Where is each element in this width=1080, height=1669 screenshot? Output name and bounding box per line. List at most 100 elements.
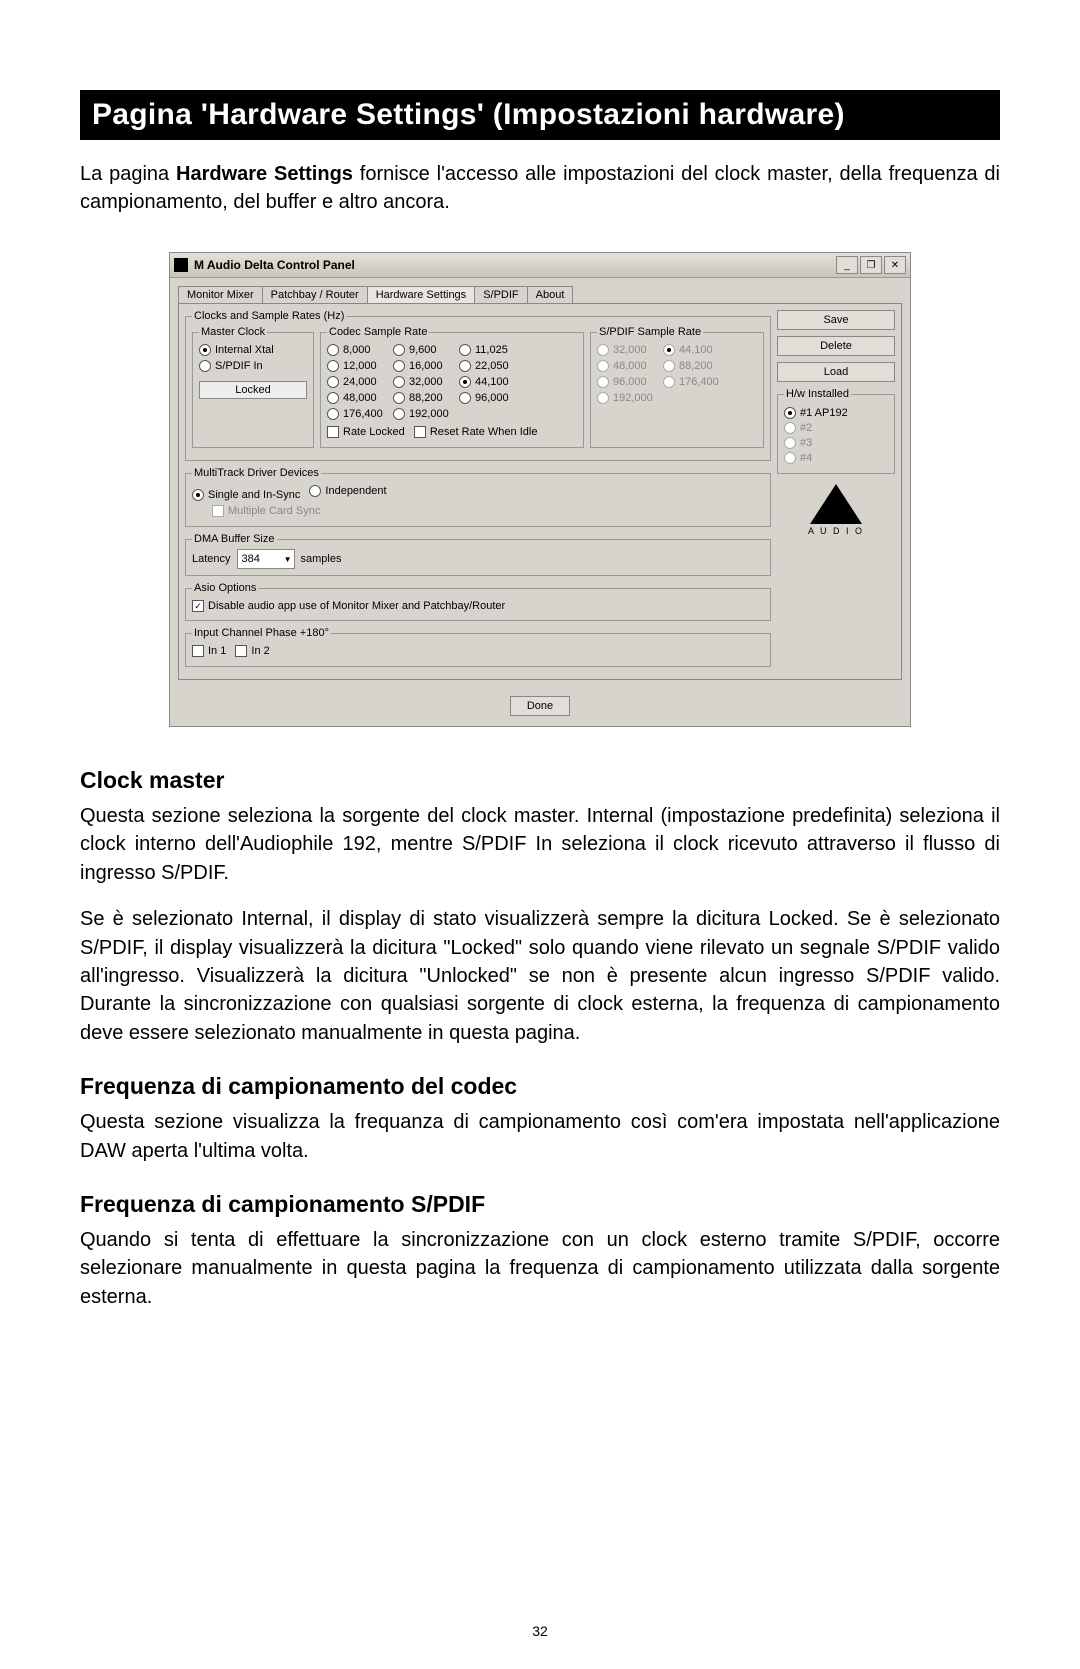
- control-panel-window: M Audio Delta Control Panel _ ❐ ✕ Monito…: [169, 252, 911, 727]
- asio-legend: Asio Options: [192, 582, 258, 594]
- input-phase-group: Input Channel Phase +180° In 1 In 2: [185, 627, 771, 667]
- close-button[interactable]: ✕: [884, 256, 906, 274]
- spdif-rate-label: 32,000: [613, 344, 647, 356]
- codec-freq-heading: Frequenza di campionamento del codec: [80, 1073, 1000, 1100]
- spdif-rate-label: 192,000: [613, 392, 653, 404]
- hw-slot[interactable]: #1 AP192: [784, 407, 888, 419]
- spdif-freq-heading: Frequenza di campionamento S/PDIF: [80, 1191, 1000, 1218]
- codec-rate-176400[interactable]: 176,400: [327, 408, 387, 420]
- minimize-button[interactable]: _: [836, 256, 858, 274]
- master-clock-spdif-label: S/PDIF In: [215, 360, 263, 372]
- codec-sample-rate-legend: Codec Sample Rate: [327, 326, 429, 338]
- codec-rate-label: 8,000: [343, 344, 371, 356]
- intro-pre: La pagina: [80, 163, 176, 185]
- reset-idle-label: Reset Rate When Idle: [430, 426, 538, 438]
- intro-bold: Hardware Settings: [176, 163, 353, 185]
- codec-rate-label: 22,050: [475, 360, 509, 372]
- codec-rate-label: 176,400: [343, 408, 383, 420]
- codec-rate-label: 9,600: [409, 344, 437, 356]
- latency-value: 384: [242, 553, 260, 565]
- save-button[interactable]: Save: [777, 310, 895, 330]
- codec-rate-8000[interactable]: 8,000: [327, 344, 387, 356]
- master-clock-spdif[interactable]: S/PDIF In: [199, 360, 263, 372]
- multitrack-single[interactable]: Single and In-Sync: [192, 489, 300, 501]
- spdif-rate-44100: 44,100: [663, 344, 723, 356]
- clocks-sample-rates-group: Clocks and Sample Rates (Hz) Master Cloc…: [185, 310, 771, 461]
- master-clock-legend: Master Clock: [199, 326, 267, 338]
- codec-rate-label: 12,000: [343, 360, 377, 372]
- codec-freq-p1: Questa sezione visualizza la frequanza d…: [80, 1108, 1000, 1165]
- asio-group: Asio Options Disable audio app use of Mo…: [185, 582, 771, 621]
- hw-slot: #2: [784, 422, 888, 434]
- tab-monitor-mixer[interactable]: Monitor Mixer: [178, 286, 263, 303]
- app-icon: [174, 258, 188, 272]
- tab-hardware-settings[interactable]: Hardware Settings: [367, 286, 476, 303]
- codec-rate-label: 24,000: [343, 376, 377, 388]
- codec-rate-9600[interactable]: 9,600: [393, 344, 453, 356]
- tab-spdif[interactable]: S/PDIF: [474, 286, 527, 303]
- restore-button[interactable]: ❐: [860, 256, 882, 274]
- load-button[interactable]: Load: [777, 362, 895, 382]
- codec-rate-label: 96,000: [475, 392, 509, 404]
- codec-rate-48000[interactable]: 48,000: [327, 392, 387, 404]
- brand-logo: A U D I O: [777, 484, 895, 536]
- tab-about[interactable]: About: [527, 286, 574, 303]
- codec-rate-32000[interactable]: 32,000: [393, 376, 453, 388]
- dma-legend: DMA Buffer Size: [192, 533, 277, 545]
- dma-group: DMA Buffer Size Latency 384 ▼ samples: [185, 533, 771, 576]
- multitrack-independent[interactable]: Independent: [309, 485, 386, 497]
- window-title: M Audio Delta Control Panel: [194, 258, 355, 272]
- asio-disable-label: Disable audio app use of Monitor Mixer a…: [208, 600, 505, 612]
- codec-rate-88200[interactable]: 88,200: [393, 392, 453, 404]
- clock-master-p1: Questa sezione seleziona la sorgente del…: [80, 802, 1000, 887]
- codec-rate-16000[interactable]: 16,000: [393, 360, 453, 372]
- clocks-sample-rates-legend: Clocks and Sample Rates (Hz): [192, 310, 346, 322]
- clock-master-p2: Se è selezionato Internal, il display di…: [80, 905, 1000, 1047]
- chevron-down-icon: ▼: [284, 555, 292, 564]
- tab-strip: Monitor Mixer Patchbay / Router Hardware…: [170, 278, 910, 303]
- master-clock-internal-label: Internal Xtal: [215, 344, 274, 356]
- hw-installed-group: H/w Installed #1 AP192#2#3#4: [777, 388, 895, 474]
- page-title: Pagina 'Hardware Settings' (Impostazioni…: [80, 90, 1000, 140]
- multitrack-independent-label: Independent: [325, 485, 386, 497]
- codec-rate-label: 192,000: [409, 408, 449, 420]
- triangle-icon: [810, 484, 862, 524]
- latency-select[interactable]: 384 ▼: [237, 549, 295, 569]
- spdif-rate-32000: 32,000: [597, 344, 657, 356]
- rate-locked-label: Rate Locked: [343, 426, 405, 438]
- rate-locked-checkbox[interactable]: Rate Locked: [327, 426, 405, 438]
- logo-text: A U D I O: [808, 526, 864, 536]
- reset-idle-checkbox[interactable]: Reset Rate When Idle: [414, 426, 538, 438]
- multitrack-group: MultiTrack Driver Devices Single and In-…: [185, 467, 771, 527]
- in1-checkbox[interactable]: In 1: [192, 645, 226, 657]
- multiple-card-sync-label: Multiple Card Sync: [228, 505, 320, 517]
- tab-patchbay-router[interactable]: Patchbay / Router: [262, 286, 368, 303]
- codec-rate-12000[interactable]: 12,000: [327, 360, 387, 372]
- delete-button[interactable]: Delete: [777, 336, 895, 356]
- codec-rate-24000[interactable]: 24,000: [327, 376, 387, 388]
- spdif-freq-p1: Quando si tenta di effettuare la sincron…: [80, 1226, 1000, 1311]
- hw-slot: #4: [784, 452, 888, 464]
- master-clock-internal[interactable]: Internal Xtal: [199, 344, 274, 356]
- codec-rate-192000[interactable]: 192,000: [393, 408, 453, 420]
- asio-disable-checkbox[interactable]: Disable audio app use of Monitor Mixer a…: [192, 600, 505, 612]
- spdif-rate-48000: 48,000: [597, 360, 657, 372]
- codec-rate-44100[interactable]: 44,100: [459, 376, 519, 388]
- latency-unit: samples: [301, 553, 342, 565]
- hw-slot-label: #1 AP192: [800, 407, 848, 419]
- hw-slot-label: #2: [800, 422, 812, 434]
- codec-rate-96000[interactable]: 96,000: [459, 392, 519, 404]
- in2-checkbox[interactable]: In 2: [235, 645, 269, 657]
- in1-label: In 1: [208, 645, 226, 657]
- hw-slot: #3: [784, 437, 888, 449]
- spdif-rate-96000: 96,000: [597, 376, 657, 388]
- codec-rate-11025[interactable]: 11,025: [459, 344, 519, 356]
- page-number: 32: [0, 1623, 1080, 1639]
- multitrack-single-label: Single and In-Sync: [208, 489, 300, 501]
- codec-rate-label: 32,000: [409, 376, 443, 388]
- codec-rate-22050[interactable]: 22,050: [459, 360, 519, 372]
- hw-slot-label: #4: [800, 452, 812, 464]
- done-button[interactable]: Done: [510, 696, 570, 716]
- clock-master-heading: Clock master: [80, 767, 1000, 794]
- spdif-rate-192000: 192,000: [597, 392, 657, 404]
